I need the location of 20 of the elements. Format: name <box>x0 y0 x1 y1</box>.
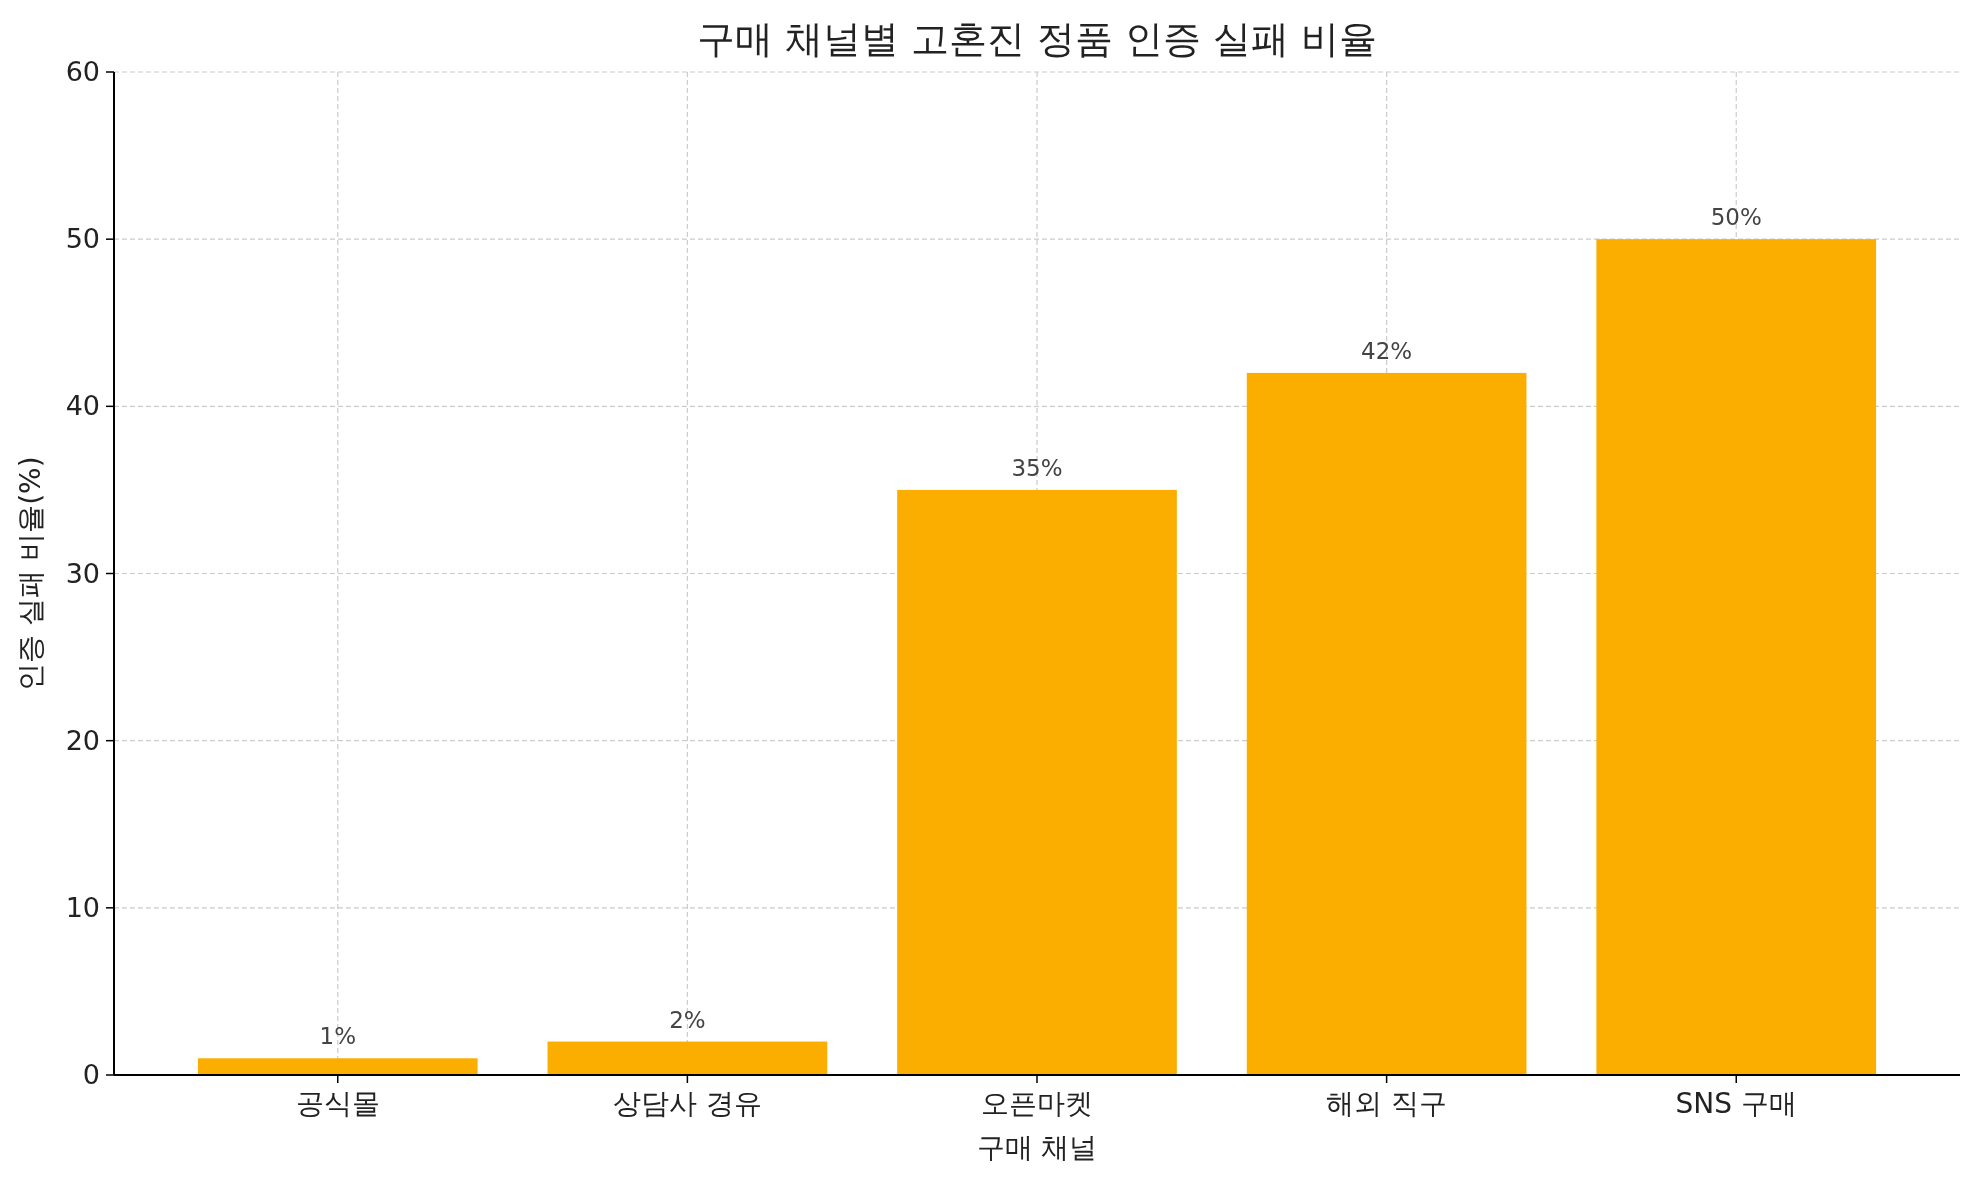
x-axis-title: 구매 채널 <box>976 1131 1098 1164</box>
y-tick-label: 0 <box>82 1059 100 1090</box>
y-axis-title: 인증 실패 비율(%) <box>14 456 47 691</box>
data-label: 42% <box>1361 337 1413 364</box>
x-tick-label: SNS 구매 <box>1675 1087 1797 1120</box>
chart-title: 구매 채널별 고혼진 정품 인증 실패 비율 <box>696 17 1378 61</box>
x-tick-label: 오픈마켓 <box>981 1087 1093 1120</box>
y-tick-label: 60 <box>65 56 100 87</box>
y-tick-label: 40 <box>65 390 100 422</box>
data-label: 2% <box>669 1006 706 1033</box>
x-tick-label: 해외 직구 <box>1326 1087 1448 1120</box>
data-label: 35% <box>1011 454 1063 481</box>
data-label: 1% <box>319 1023 357 1050</box>
x-tick-label: 상담사 경유 <box>612 1087 762 1120</box>
data-label: 50% <box>1710 204 1762 231</box>
y-tick-label: 30 <box>65 557 100 589</box>
y-tick-label: 50 <box>65 223 100 255</box>
x-tick-label: 공식몰 <box>295 1087 380 1120</box>
y-tick-label: 10 <box>65 891 100 923</box>
y-tick-label: 20 <box>65 724 100 756</box>
